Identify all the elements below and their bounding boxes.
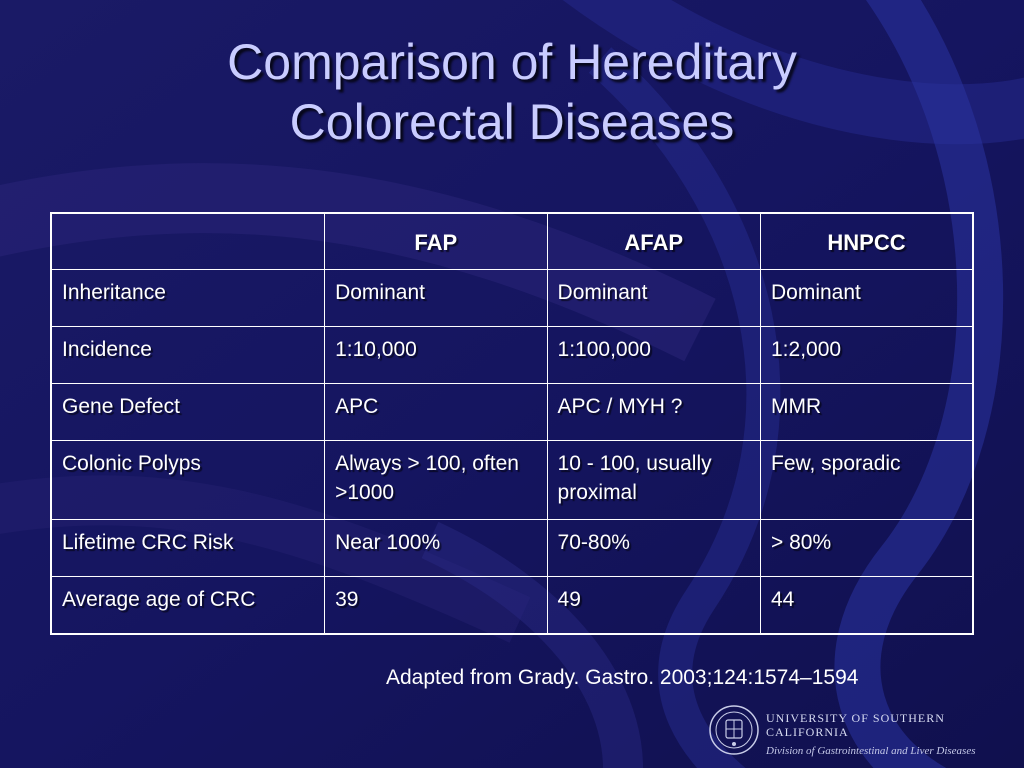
table-cell: APC / MYH ?	[546, 383, 762, 441]
header-cell-afap: AFAP	[546, 212, 762, 270]
division-name: Division of Gastrointestinal and Liver D…	[766, 745, 976, 757]
row-label-cell: Gene Defect	[50, 383, 326, 441]
table-cell: 70-80%	[546, 519, 762, 577]
table-row: Incidence 1:10,000 1:100,000 1:2,000	[50, 326, 974, 384]
table-cell: MMR	[760, 383, 974, 441]
table-cell: 1:10,000	[324, 326, 548, 384]
usc-seal-icon	[709, 705, 759, 755]
table-row: Lifetime CRC Risk Near 100% 70-80% > 80%	[50, 519, 974, 577]
source-citation: Adapted from Grady. Gastro. 2003;124:157…	[386, 666, 859, 689]
table-cell: Near 100%	[324, 519, 548, 577]
row-label-cell: Average age of CRC	[50, 576, 326, 634]
table-cell: 10 - 100, usually proximal	[546, 440, 762, 520]
title-line-2: Colorectal Diseases	[289, 94, 735, 150]
table-cell: Few, sporadic	[760, 440, 974, 520]
table-cell: 1:2,000	[760, 326, 974, 384]
usc-logo-text: UNIVERSITY OF SOUTHERN CALIFORNIA Divisi…	[766, 711, 1024, 758]
table-cell: > 80%	[760, 519, 974, 577]
table-header-row: FAP AFAP HNPCC	[50, 212, 974, 270]
table-row: Gene Defect APC APC / MYH ? MMR	[50, 383, 974, 441]
table-cell: Dominant	[546, 269, 762, 327]
table-row: Inheritance Dominant Dominant Dominant	[50, 269, 974, 327]
row-label-cell: Incidence	[50, 326, 326, 384]
table-row: Average age of CRC 39 49 44	[50, 576, 974, 634]
table-cell: 39	[324, 576, 548, 634]
table-cell: Dominant	[760, 269, 974, 327]
header-cell-hnpcc: HNPCC	[760, 212, 974, 270]
table-cell: 44	[760, 576, 974, 634]
header-cell-blank	[50, 212, 326, 270]
comparison-table: FAP AFAP HNPCC Inheritance Dominant Domi…	[50, 212, 974, 635]
table-row: Colonic Polyps Always > 100, often >1000…	[50, 440, 974, 520]
table-cell: APC	[324, 383, 548, 441]
university-name: UNIVERSITY OF SOUTHERN CALIFORNIA	[766, 711, 945, 739]
slide-title: Comparison of Hereditary Colorectal Dise…	[0, 32, 1024, 152]
table-cell: 1:100,000	[546, 326, 762, 384]
table-cell: Dominant	[324, 269, 548, 327]
row-label-cell: Inheritance	[50, 269, 326, 327]
header-cell-fap: FAP	[324, 212, 548, 270]
row-label-cell: Lifetime CRC Risk	[50, 519, 326, 577]
table-cell: 49	[546, 576, 762, 634]
table-cell: Always > 100, often >1000	[324, 440, 548, 520]
title-line-1: Comparison of Hereditary	[227, 34, 797, 90]
row-label-cell: Colonic Polyps	[50, 440, 326, 520]
